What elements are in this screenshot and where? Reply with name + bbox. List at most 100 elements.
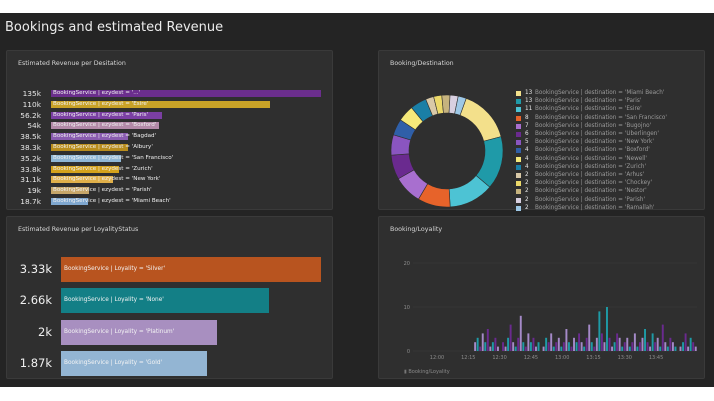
booking-bar[interactable]	[512, 342, 515, 351]
legend-item[interactable]: 2 BookingService | destination = 'Ramalla…	[516, 204, 701, 212]
revenue-destination-row[interactable]: 19k BookingService | ezydest = 'Parish'	[7, 186, 327, 195]
booking-bar[interactable]	[613, 342, 616, 351]
booking-bar[interactable]	[578, 333, 581, 351]
legend-item[interactable]: 13 BookingService | destination = 'Miami …	[516, 89, 701, 97]
booking-bar[interactable]	[628, 346, 631, 351]
booking-bar[interactable]	[481, 333, 484, 351]
revenue-destination-panel[interactable]: Estimated Revenue per Desitation 135k Boo…	[6, 50, 333, 210]
booking-bar[interactable]	[519, 315, 522, 351]
booking-bar[interactable]	[509, 324, 512, 351]
booking-bar[interactable]	[593, 346, 596, 351]
booking-bar[interactable]	[570, 346, 573, 351]
booking-bar[interactable]	[560, 346, 563, 351]
booking-bar[interactable]	[565, 329, 568, 351]
revenue-loyalty-row[interactable]: 2.66k BookingService | Loyality = 'None'	[7, 288, 327, 314]
booking-bar[interactable]	[664, 342, 667, 351]
revenue-destination-row[interactable]: 35.2k BookingService | ezydest = 'San Fra…	[7, 154, 327, 163]
booking-bar[interactable]	[535, 346, 537, 351]
booking-bar[interactable]	[631, 342, 634, 351]
legend-item[interactable]: 2 BookingService | destination = 'Arhus'	[516, 171, 701, 179]
booking-bar[interactable]	[608, 337, 611, 351]
booking-loyalty-panel[interactable]: Booking/Loyality 0 10 20 12:00 12:15 12:30 12:…	[378, 216, 705, 379]
booking-bar[interactable]	[557, 337, 560, 351]
booking-bar[interactable]	[504, 346, 507, 351]
booking-bar[interactable]	[494, 337, 497, 351]
legend-item[interactable]: 2 BookingService | destination = 'Chockey…	[516, 179, 701, 187]
booking-bar[interactable]	[684, 333, 687, 351]
booking-bar[interactable]	[598, 311, 601, 351]
booking-bar[interactable]	[474, 342, 477, 351]
booking-bar[interactable]	[682, 342, 685, 351]
booking-destination-panel[interactable]: Booking/Destination 13 BookingService | d…	[378, 50, 705, 212]
booking-bar[interactable]	[573, 337, 575, 351]
revenue-destination-row[interactable]: 33.8k BookingService | ezydest = 'Zurich'	[7, 165, 327, 174]
booking-bar[interactable]	[537, 342, 540, 351]
revenue-destination-row[interactable]: 38.3k BookingService | ezydest = 'Albury'	[7, 143, 327, 152]
booking-bar[interactable]	[692, 342, 695, 351]
booking-bar[interactable]	[694, 346, 697, 351]
legend-item[interactable]: 4 BookingService | destination = 'Zurich'	[516, 163, 701, 171]
booking-bar[interactable]	[646, 342, 649, 351]
booking-bar[interactable]	[595, 337, 598, 351]
revenue-destination-row[interactable]: 31.1k BookingService | ezydest = 'New Yor…	[7, 175, 327, 184]
revenue-destination-row[interactable]: 135k BookingService | ezydest = '...'	[7, 89, 327, 98]
booking-bar[interactable]	[666, 346, 669, 351]
revenue-loyalty-panel[interactable]: Estimated Revenue per LoyalityStatus 3.3…	[6, 216, 333, 379]
booking-bar[interactable]	[651, 333, 654, 351]
booking-bar[interactable]	[669, 337, 672, 351]
booking-bar[interactable]	[636, 346, 639, 351]
booking-bar[interactable]	[603, 342, 606, 351]
booking-bar[interactable]	[529, 342, 532, 351]
booking-bar[interactable]	[575, 342, 578, 351]
donut-slice-miami-beach[interactable]	[459, 98, 502, 142]
revenue-destination-row[interactable]: 56.2k BookingService | ezydest = 'Paris'	[7, 111, 327, 120]
booking-bar[interactable]	[486, 329, 489, 351]
booking-bar[interactable]	[496, 346, 499, 351]
booking-bar[interactable]	[479, 346, 482, 351]
booking-bar[interactable]	[649, 346, 652, 351]
booking-bar[interactable]	[618, 337, 621, 351]
booking-bar[interactable]	[476, 337, 479, 351]
revenue-loyalty-row[interactable]: 1.87k BookingService | Loyality = 'Gold'	[7, 350, 327, 376]
booking-bar[interactable]	[514, 346, 517, 351]
revenue-destination-row[interactable]: 54k BookingService | ezydest = 'Boxford'	[7, 121, 327, 130]
booking-bar[interactable]	[583, 346, 586, 351]
legend-item[interactable]: 4 BookingService | destination = 'Boxford…	[516, 146, 701, 154]
booking-bar[interactable]	[585, 337, 588, 351]
revenue-destination-row[interactable]: 110k BookingService | ezydest = 'Esire'	[7, 100, 327, 109]
booking-bar[interactable]	[659, 346, 662, 351]
legend-item[interactable]: 11 BookingService | destination = 'Esire'	[516, 105, 701, 113]
booking-bar[interactable]	[633, 333, 636, 351]
booking-bar[interactable]	[623, 342, 626, 351]
revenue-destination-row[interactable]: 18.7k BookingService | ezydest = 'Miami B…	[7, 197, 327, 206]
booking-bar[interactable]	[547, 342, 550, 351]
booking-bar[interactable]	[524, 346, 527, 351]
booking-bar[interactable]	[527, 333, 530, 351]
donut-slice-nestor[interactable]	[441, 94, 451, 114]
booking-bar[interactable]	[562, 342, 565, 351]
booking-bar[interactable]	[626, 337, 629, 351]
legend-item[interactable]: 6 BookingService | destination = 'Uberlin…	[516, 130, 701, 138]
booking-bar[interactable]	[674, 346, 677, 351]
booking-bar[interactable]	[489, 346, 492, 351]
revenue-destination-row[interactable]: 38.5k BookingService | ezydest = 'Bagdad'	[7, 132, 327, 141]
legend-item[interactable]: 2 BookingService | destination = 'Nestor'	[516, 187, 701, 195]
legend-item[interactable]: 4 BookingService | destination = 'Newell'	[516, 155, 701, 163]
booking-bar[interactable]	[580, 342, 583, 351]
booking-bar[interactable]	[656, 337, 659, 351]
booking-bar[interactable]	[502, 342, 504, 351]
booking-bar[interactable]	[484, 342, 487, 351]
booking-bar[interactable]	[522, 342, 525, 351]
revenue-loyalty-row[interactable]: 3.33k BookingService | Loyality = 'Silver…	[7, 257, 327, 282]
revenue-loyalty-row[interactable]: 2k BookingService | Loyality = 'Platinum'	[7, 319, 327, 345]
legend-item[interactable]: 2 BookingService | destination = 'Parish'	[516, 196, 701, 204]
booking-bar[interactable]	[638, 342, 641, 351]
booking-bar[interactable]	[590, 342, 593, 351]
booking-bar[interactable]	[550, 333, 553, 351]
legend-item[interactable]: 5 BookingService | destination = 'New Yor…	[516, 138, 701, 146]
booking-bar[interactable]	[616, 333, 619, 351]
booking-bar[interactable]	[567, 342, 570, 351]
booking-bar[interactable]	[555, 342, 558, 351]
booking-bar[interactable]	[507, 337, 510, 351]
booking-bar[interactable]	[552, 346, 555, 351]
